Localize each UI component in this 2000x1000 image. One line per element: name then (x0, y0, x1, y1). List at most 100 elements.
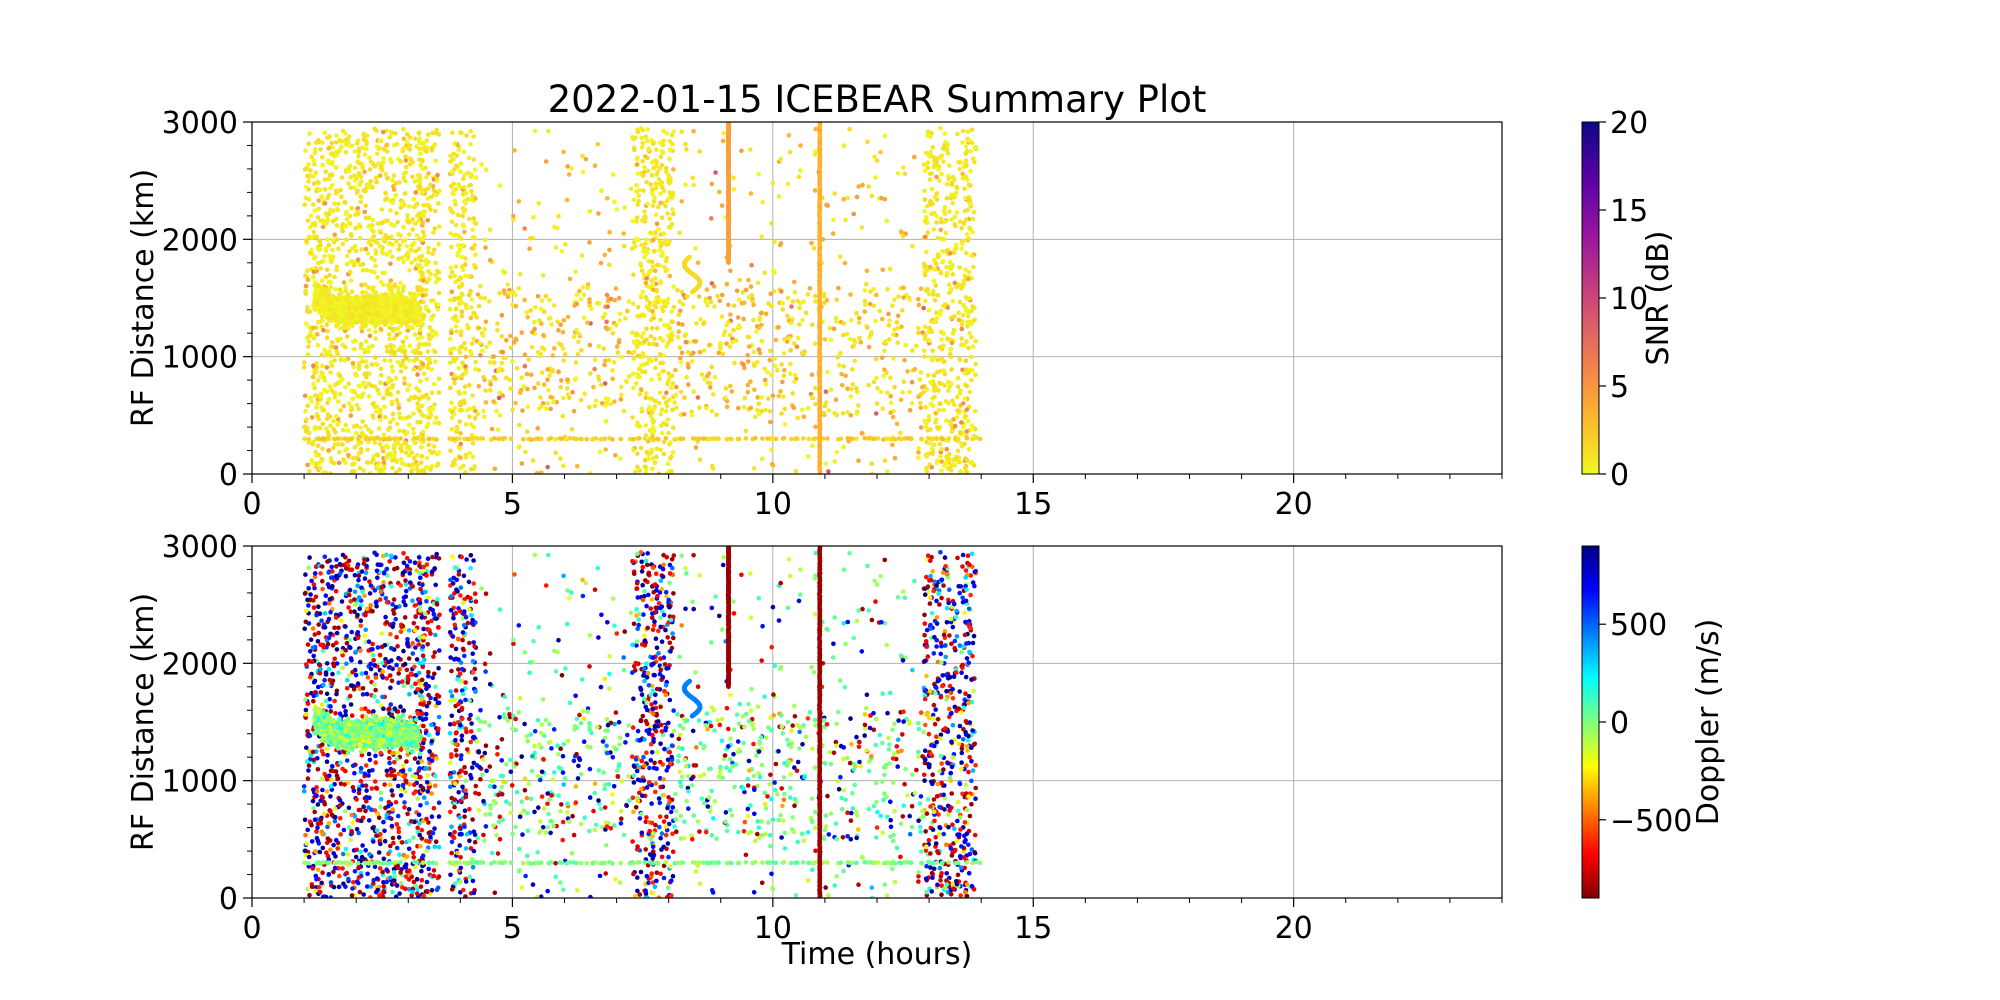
scatter-point (359, 328, 365, 334)
scatter-point (843, 217, 848, 223)
scatter-point (630, 218, 635, 224)
scatter-point (384, 149, 390, 154)
scatter-point (362, 347, 368, 353)
scatter-point (776, 194, 782, 199)
scatter-point (910, 243, 915, 249)
scatter-point (831, 217, 836, 223)
scatter-point (433, 272, 438, 278)
scatter-point (331, 460, 337, 466)
scatter-point (634, 162, 640, 167)
scatter-point (944, 147, 950, 153)
scatter-point (658, 154, 664, 160)
scatter-point (671, 304, 677, 310)
scatter-point (419, 287, 425, 292)
scatter-point (420, 158, 425, 164)
scatter-point (748, 284, 754, 289)
scatter-point (473, 359, 479, 365)
scatter-point (955, 131, 960, 137)
scatter-point (482, 237, 488, 243)
scatter-point (423, 342, 428, 348)
scatter-point (574, 327, 579, 333)
scatter-point (736, 297, 742, 303)
scatter-point (358, 194, 364, 199)
scatter-point (748, 379, 753, 384)
scatter-point (701, 348, 707, 353)
scatter-point (739, 148, 744, 154)
scatter-point (654, 446, 660, 452)
scatter-point (928, 327, 934, 333)
scatter-point (368, 471, 373, 474)
scatter-point (535, 294, 541, 299)
scatter-point (957, 391, 963, 396)
scatter-point (462, 384, 468, 390)
scatter-point (452, 373, 458, 379)
scatter-point (649, 396, 655, 402)
scatter-point (614, 344, 620, 349)
scatter-point (425, 132, 431, 137)
scatter-point (651, 407, 656, 412)
scatter-point (347, 269, 353, 275)
scatter-point (366, 327, 372, 333)
scatter-point (321, 470, 326, 474)
scatter-point (871, 379, 877, 385)
scatter-point (884, 370, 889, 376)
scatter-point (391, 416, 396, 422)
scatter-point (690, 304, 696, 310)
scatter-point (471, 336, 477, 342)
scatter-point (970, 156, 976, 161)
scatter-point (658, 360, 663, 366)
scatter-point (406, 220, 411, 225)
scatter-point (453, 202, 458, 207)
scatter-point (471, 466, 477, 472)
scatter-point (364, 267, 370, 273)
scatter-point (448, 231, 453, 236)
scatter-point (951, 462, 956, 467)
scatter-point (339, 194, 344, 199)
scatter-point (556, 341, 562, 346)
scatter-point (657, 390, 663, 396)
scatter-point (959, 246, 964, 251)
scatter-point (553, 245, 559, 250)
scatter-point (307, 250, 313, 256)
scatter-point (343, 142, 349, 147)
scatter-point (421, 278, 426, 283)
scatter-point (356, 153, 361, 159)
scatter-point (392, 453, 397, 459)
scatter-point (706, 371, 712, 376)
scatter-point (325, 135, 330, 140)
scatter-point (522, 352, 528, 358)
scatter-point (367, 333, 373, 339)
scatter-point (756, 347, 762, 352)
scatter-point (378, 366, 384, 372)
scatter-point (336, 460, 342, 466)
scatter-point (422, 313, 427, 318)
scatter-point (538, 470, 544, 474)
scatter-point (768, 291, 773, 297)
scatter-point (646, 168, 651, 174)
scatter-point (798, 168, 803, 173)
scatter-point (411, 196, 417, 202)
scatter-point (543, 293, 549, 299)
scatter-point (325, 158, 331, 163)
scatter-point (463, 256, 468, 261)
scatter-point (367, 167, 373, 172)
scatter-point (320, 162, 325, 168)
scatter-point (830, 231, 836, 236)
scatter-point (525, 386, 530, 392)
scatter-point (765, 370, 770, 375)
scatter-point (639, 218, 645, 223)
scatter-point (887, 337, 892, 342)
scatter-point (430, 130, 435, 136)
scatter-point (420, 361, 426, 367)
scatter-point (328, 353, 334, 359)
scatter-point (958, 441, 964, 446)
scatter-point (331, 237, 336, 242)
scatter-point (340, 442, 345, 447)
scatter-point (451, 191, 456, 197)
scatter-point (630, 134, 635, 140)
scatter-point (699, 372, 705, 377)
scatter-point (491, 399, 496, 404)
scatter-point (303, 195, 309, 201)
scatter-point (420, 229, 426, 234)
scatter-point (375, 387, 380, 393)
